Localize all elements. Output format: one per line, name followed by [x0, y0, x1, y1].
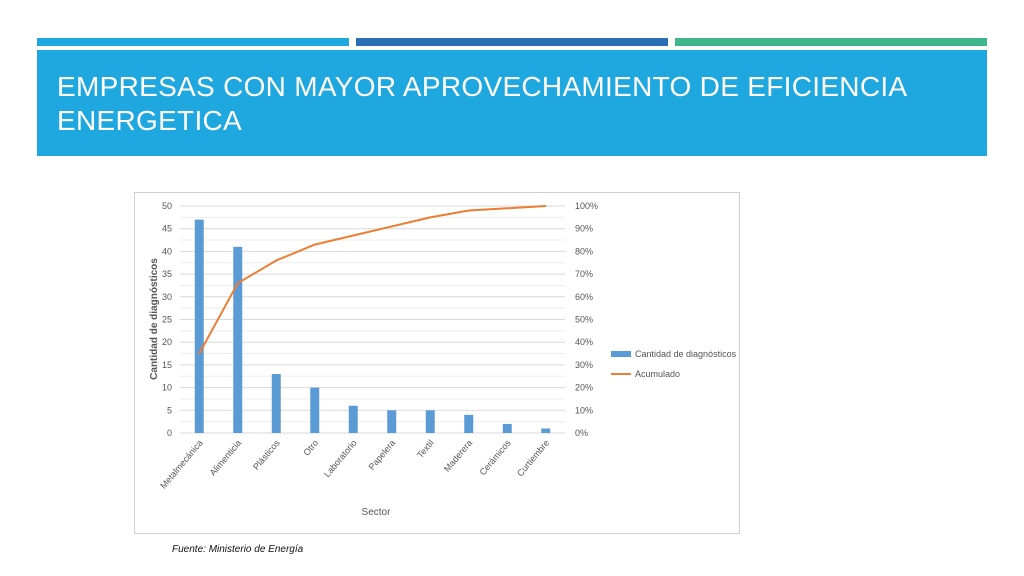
bar-alimenticia [233, 246, 243, 433]
cumulative-point [236, 282, 239, 284]
cumulative-point [275, 259, 278, 262]
y2-tick-label: 50% [575, 315, 593, 325]
x-tick-label: Plásticos [251, 437, 282, 471]
chart-canvas: 0 5 10 15 20 25 30 35 40 45 50 0% 10% 20% 30% 40% 50% 60… [149, 201, 737, 518]
cumulative-point [352, 234, 355, 237]
bar-otro [310, 387, 320, 433]
title-band: EMPRESAS CON MAYOR APROVECHAMIENTO DE EF… [37, 50, 987, 156]
grid-lines [180, 205, 565, 434]
x-tick-label: Otro [301, 438, 320, 458]
legend: Cantidad de diagnósticos Acumulado [611, 349, 737, 379]
cumulative-point [198, 352, 201, 355]
x-axis-label: Sector [362, 507, 392, 518]
accent-bar-blue [356, 38, 668, 46]
pareto-chart: 0 5 10 15 20 25 30 35 40 45 50 0% 10% 20% 30% 40% 50% 60… [134, 192, 740, 534]
y2-tick-label: 40% [575, 337, 593, 347]
cumulative-line-series [198, 205, 547, 355]
cumulative-point [544, 205, 547, 207]
bar-plásticos [271, 373, 281, 433]
y-tick-label: 35 [162, 269, 172, 279]
y2-axis-ticks: 0% 10% 20% 30% 40% 50% 60% 70% 80% 90% 100% [575, 201, 598, 438]
legend-swatch-bar [611, 351, 631, 357]
y-tick-label: 45 [162, 224, 172, 234]
y-tick-label: 15 [162, 360, 172, 370]
y-tick-label: 50 [162, 201, 172, 211]
bar-cerámicos [502, 423, 512, 433]
y-tick-label: 30 [162, 292, 172, 302]
y-tick-label: 0 [167, 428, 172, 438]
x-tick-label: Papelera [366, 438, 397, 472]
y2-tick-label: 30% [575, 360, 593, 370]
y2-tick-label: 80% [575, 246, 593, 256]
cumulative-point [506, 207, 509, 210]
y2-tick-label: 20% [575, 383, 593, 393]
y-axis-label: Cantidad de diagnósticos [149, 258, 160, 380]
bar-curtiembre [541, 428, 551, 433]
bar-textil [425, 410, 435, 433]
bar-laboratorio [348, 405, 358, 433]
cumulative-point [429, 216, 432, 219]
legend-label-bar: Cantidad de diagnósticos [635, 349, 737, 359]
cumulative-line [198, 205, 546, 355]
x-axis-ticks: Metalmecánica Alimenticia Plásticos Otro Lab… [158, 437, 551, 490]
x-tick-label: Textil [415, 438, 436, 460]
y-axis-ticks: 0 5 10 15 20 25 30 35 40 45 50 [162, 201, 172, 438]
source-note: Fuente: Ministerio de Energía [172, 544, 304, 555]
y-tick-label: 25 [162, 315, 172, 325]
accent-bar-cyan [37, 38, 349, 46]
slide-title: EMPRESAS CON MAYOR APROVECHAMIENTO DE EF… [57, 71, 906, 136]
cumulative-point [313, 243, 316, 246]
y-tick-label: 5 [167, 405, 172, 415]
y2-tick-label: 60% [575, 292, 593, 302]
x-tick-label: Laboratorio [322, 438, 359, 479]
bar-series [194, 219, 551, 433]
legend-label-line: Acumulado [635, 369, 680, 379]
x-tick-label: Curtiembre [515, 438, 551, 479]
bar-metalmecánica [194, 219, 204, 433]
bar-maderera [464, 414, 474, 433]
cumulative-point [390, 225, 393, 228]
accent-bar-green [675, 38, 987, 46]
y2-tick-label: 70% [575, 269, 593, 279]
bar-papelera [387, 410, 397, 433]
y2-tick-label: 0% [575, 428, 588, 438]
y-tick-label: 10 [162, 383, 172, 393]
y2-tick-label: 10% [575, 405, 593, 415]
x-tick-label: Cerámicos [477, 437, 513, 477]
x-tick-label: Maderera [442, 438, 474, 474]
y-tick-label: 40 [162, 246, 172, 256]
x-tick-label: Metalmecánica [158, 438, 205, 491]
y2-tick-label: 100% [575, 201, 598, 211]
x-tick-label: Alimenticia [208, 438, 244, 478]
y-tick-label: 20 [162, 337, 172, 347]
cumulative-point [467, 209, 470, 212]
y2-tick-label: 90% [575, 224, 593, 234]
